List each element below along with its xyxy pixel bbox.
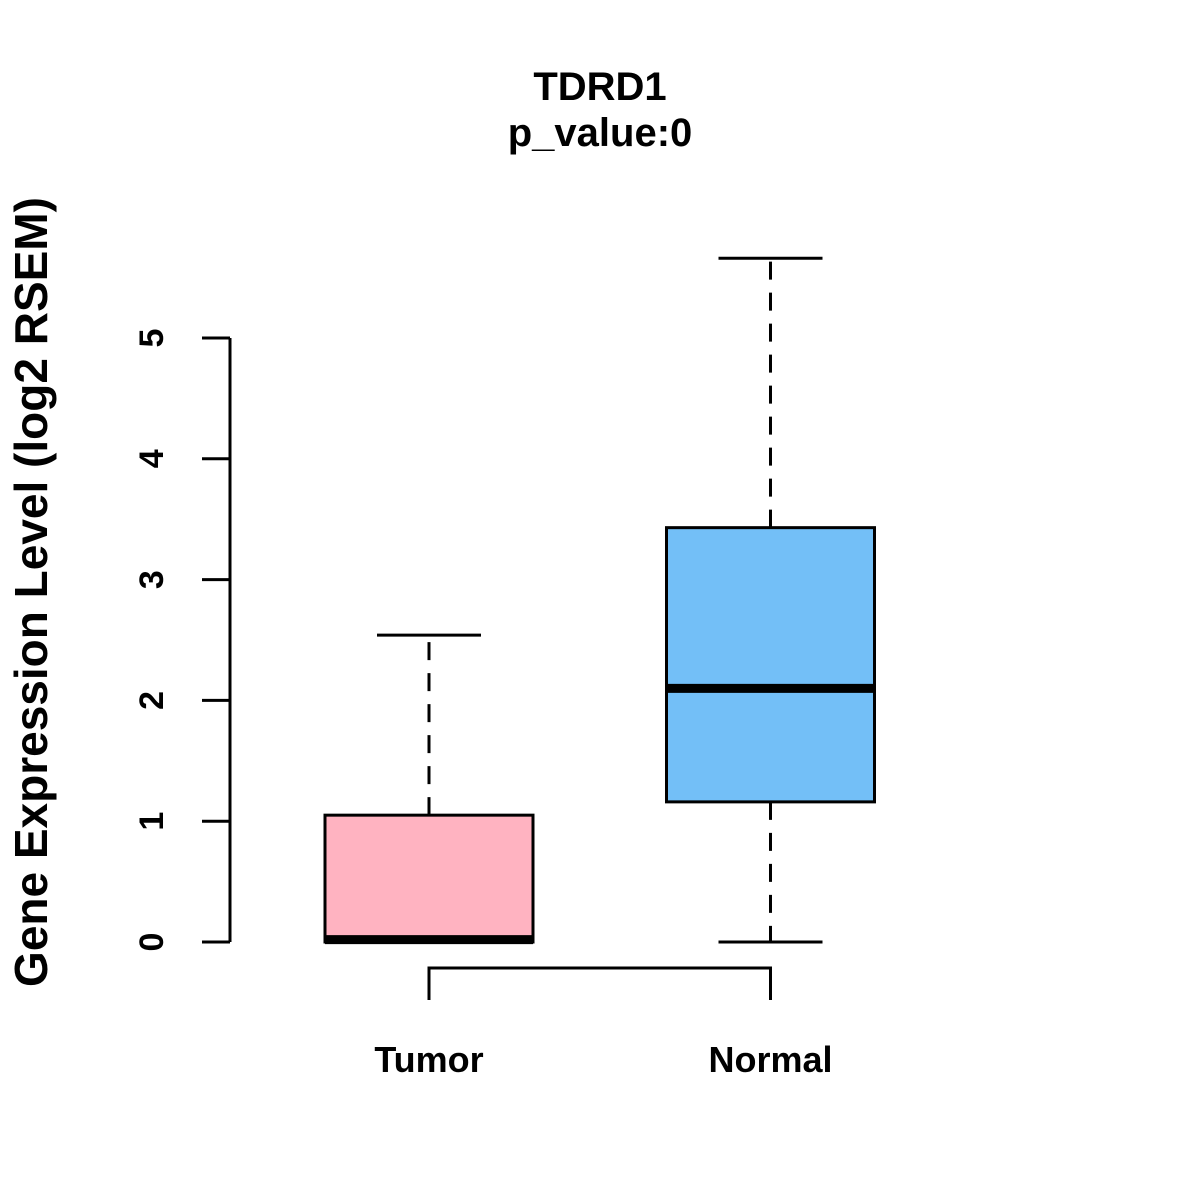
x-category-label-normal: Normal (708, 1039, 832, 1080)
chart-title: TDRD1 (533, 65, 667, 109)
y-axis-tick-label: 5 (133, 329, 171, 348)
y-axis-tick-label: 1 (133, 812, 171, 831)
y-axis-tick-label: 2 (133, 691, 171, 710)
y-axis-tick-label: 0 (133, 933, 171, 952)
y-axis-tick-label: 4 (133, 449, 171, 468)
x-category-label-tumor: Tumor (374, 1039, 483, 1080)
box-tumor (323, 813, 535, 944)
box-normal (665, 526, 876, 804)
chart-subtitle: p_value:0 (507, 111, 693, 155)
y-axis-tick-label: 3 (133, 570, 171, 589)
comparison-bracket (427, 966, 772, 1000)
title-block: TDRD1 p_value:0 (0, 64, 1200, 156)
